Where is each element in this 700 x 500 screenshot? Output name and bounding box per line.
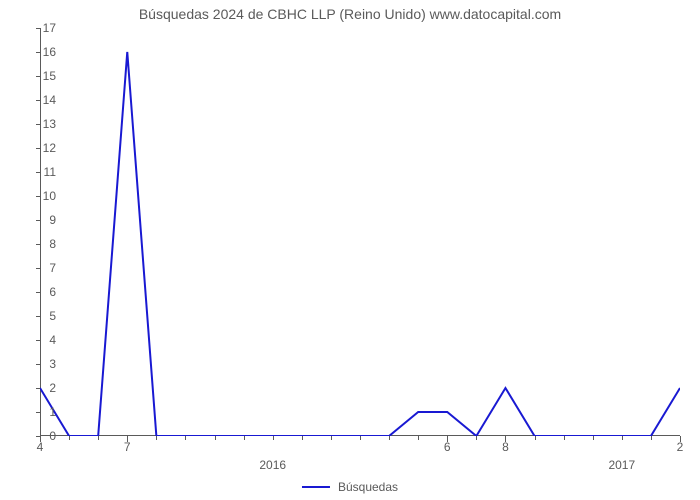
y-tick-label: 10 <box>26 189 56 203</box>
x-minor-tick-mark <box>418 436 419 440</box>
y-tick-label: 6 <box>26 285 56 299</box>
x-minor-tick-mark <box>215 436 216 440</box>
legend: Búsquedas <box>302 480 398 494</box>
chart-svg <box>40 28 680 436</box>
x-minor-tick-mark <box>185 436 186 440</box>
x-tick-mark <box>447 436 448 442</box>
y-tick-label: 9 <box>26 213 56 227</box>
x-tick-label: 7 <box>124 440 131 454</box>
x-sublabel: 2016 <box>259 458 286 472</box>
legend-swatch <box>302 486 330 488</box>
y-tick-label: 16 <box>26 45 56 59</box>
x-tick-mark <box>505 436 506 442</box>
y-tick-label: 5 <box>26 309 56 323</box>
x-minor-tick-mark <box>564 436 565 440</box>
x-minor-tick-mark <box>156 436 157 440</box>
x-tick-label: 6 <box>444 440 451 454</box>
y-tick-label: 15 <box>26 69 56 83</box>
x-minor-tick-mark <box>389 436 390 440</box>
x-minor-tick-mark <box>535 436 536 440</box>
x-sublabel: 2017 <box>608 458 635 472</box>
x-minor-tick-mark <box>98 436 99 440</box>
x-minor-tick-mark <box>593 436 594 440</box>
x-minor-tick-mark <box>360 436 361 440</box>
legend-label: Búsquedas <box>338 480 398 494</box>
x-minor-tick-mark <box>273 436 274 440</box>
chart-title: Búsquedas 2024 de CBHC LLP (Reino Unido)… <box>0 0 700 22</box>
x-tick-mark <box>680 436 681 442</box>
y-tick-label: 17 <box>26 21 56 35</box>
x-minor-tick-mark <box>302 436 303 440</box>
y-tick-label: 0 <box>26 429 56 443</box>
y-tick-label: 7 <box>26 261 56 275</box>
x-minor-tick-mark <box>651 436 652 440</box>
x-minor-tick-mark <box>69 436 70 440</box>
y-tick-label: 3 <box>26 357 56 371</box>
y-tick-label: 8 <box>26 237 56 251</box>
x-tick-label: 8 <box>502 440 509 454</box>
y-tick-label: 13 <box>26 117 56 131</box>
y-tick-label: 1 <box>26 405 56 419</box>
chart-plot-area: 4768220162017 <box>40 28 680 436</box>
x-minor-tick-mark <box>331 436 332 440</box>
y-tick-label: 11 <box>26 165 56 179</box>
y-tick-label: 12 <box>26 141 56 155</box>
x-tick-label: 2 <box>677 440 684 454</box>
x-minor-tick-mark <box>244 436 245 440</box>
y-tick-label: 4 <box>26 333 56 347</box>
x-minor-tick-mark <box>622 436 623 440</box>
x-minor-tick-mark <box>476 436 477 440</box>
x-tick-mark <box>127 436 128 442</box>
data-line <box>40 52 680 436</box>
y-tick-label: 14 <box>26 93 56 107</box>
y-tick-label: 2 <box>26 381 56 395</box>
